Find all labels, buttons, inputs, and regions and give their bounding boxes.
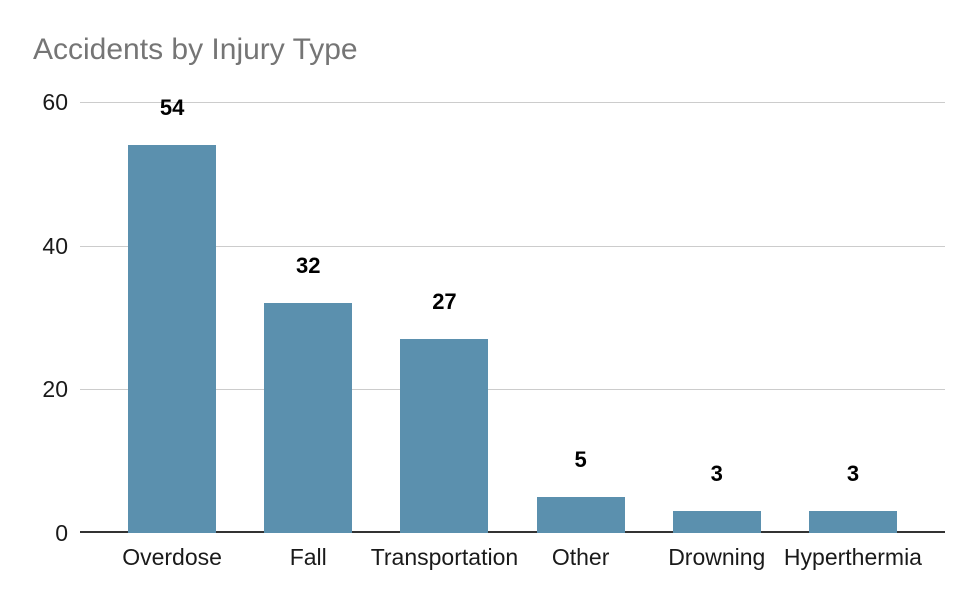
bar-slot-overdose: 54 [104, 97, 240, 533]
y-tick-label: 40 [42, 232, 68, 259]
y-tick-label: 20 [42, 376, 68, 403]
bar-value-label: 32 [296, 253, 321, 279]
x-category-label: Hyperthermia [783, 544, 922, 571]
bar-value-label: 3 [846, 461, 860, 487]
bars-row: 54 32 27 5 3 3 [80, 97, 945, 533]
x-axis-baseline [80, 531, 945, 533]
x-category-label: Overdose [104, 544, 240, 571]
chart-title: Accidents by Injury Type [33, 33, 358, 66]
x-category-label-text: Overdose [122, 544, 222, 570]
x-category-label: Transportation [371, 544, 518, 571]
x-category-label: Other [513, 544, 649, 571]
bar-slot-other: 5 [513, 102, 649, 533]
x-category-label: Fall [240, 544, 376, 571]
x-category-label-text: Transportation [370, 544, 519, 570]
x-category-label-text: Drowning [668, 544, 766, 570]
bar-value-label: 27 [432, 289, 457, 315]
gridline [80, 245, 945, 247]
bar-slot-transportation: 27 [376, 102, 512, 533]
x-category-label-text: Hyperthermia [783, 544, 922, 570]
x-category-label-text: Fall [289, 544, 327, 570]
bar [128, 145, 217, 533]
y-tick-label: 60 [42, 89, 68, 115]
bar-slot-drowning: 3 [649, 102, 785, 533]
bar [536, 497, 625, 533]
x-axis-labels: Overdose Fall Transportation Other Drowning H… [80, 544, 945, 571]
bar-value-label: 54 [159, 95, 185, 121]
gridline [80, 389, 945, 391]
plot-area: 54 32 27 5 3 3 [80, 97, 945, 533]
bar-slot-hyperthermia: 3 [785, 102, 921, 533]
bar [400, 339, 489, 533]
x-category-label: Drowning [649, 544, 785, 571]
bar [672, 511, 761, 533]
y-tick-label: 0 [55, 520, 68, 546]
bar-slot-fall: 32 [240, 102, 376, 533]
gridline [80, 102, 945, 103]
bar [808, 511, 897, 533]
x-category-label-text: Other [551, 544, 610, 570]
bar-value-label: 3 [710, 461, 723, 487]
bar-value-label: 5 [574, 447, 587, 473]
bar [264, 303, 353, 533]
